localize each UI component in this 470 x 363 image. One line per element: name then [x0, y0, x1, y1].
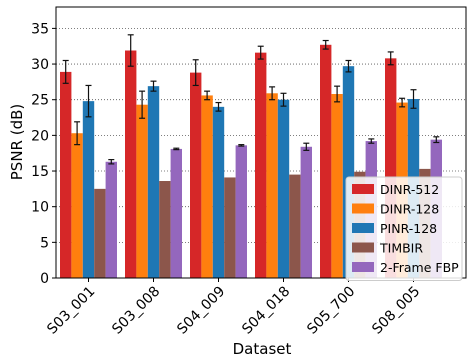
y-tick-label: 0: [40, 271, 49, 287]
bar-timbir-s04-018: [289, 174, 301, 278]
legend-swatch: [352, 203, 374, 214]
y-tick-label: 30: [31, 57, 49, 73]
bar-timbir-s04-009: [224, 177, 236, 278]
x-tick-label: S04_018: [239, 284, 293, 338]
x-axis-label: Dataset: [233, 340, 292, 358]
legend-label: PINR-128: [380, 221, 437, 236]
bar-dinr-128-s03-008: [136, 104, 148, 278]
bar-dinr-512-s03-001: [60, 71, 72, 278]
y-tick-label: 25: [31, 93, 49, 109]
legend-label: DINR-128: [380, 202, 439, 217]
bar-2-frame-fbp-s03-008: [170, 148, 182, 278]
bar-timbir-s03-008: [159, 181, 171, 278]
bar-pinr-128-s03-008: [147, 86, 160, 279]
x-tick-label: S04_009: [174, 284, 228, 338]
bar-dinr-128-s04-018: [266, 93, 278, 278]
y-axis-label: PSNR (dB): [8, 104, 26, 181]
y-tick-label: 20: [31, 128, 49, 144]
bar-timbir-s03-001: [94, 188, 106, 278]
legend-label: 2-Frame FBP: [380, 260, 459, 275]
bar-dinr-512-s03-008: [125, 50, 137, 279]
bar-dinr-512-s05-700: [320, 44, 332, 279]
x-axis: S03_001 S03_008 S04_009 S04_018 S05_700 S08_0…: [44, 278, 423, 338]
x-tick-label: S08_005: [369, 284, 423, 338]
y-axis: 0 5 10 15 20 25 30 35: [31, 21, 56, 287]
bar-dinr-128-s03-001: [71, 133, 83, 278]
bar-pinr-128-s05-700: [342, 66, 355, 278]
legend-label: TIMBIR: [379, 241, 423, 256]
legend-label: DINR-512: [380, 182, 439, 197]
y-tick-label: 5: [40, 235, 49, 251]
y-tick-label: 10: [31, 200, 49, 216]
bar-dinr-512-s08-005: [385, 58, 397, 279]
legend-box: [345, 176, 463, 281]
legend-swatch: [352, 262, 374, 272]
bar-2-frame-fbp-s03-001: [105, 161, 117, 278]
y-tick-label: 35: [31, 21, 49, 37]
legend-swatch: [352, 184, 374, 194]
bar-pinr-128-s04-018: [277, 99, 290, 278]
x-tick-label: S03_001: [44, 284, 98, 338]
error-bars: [62, 34, 440, 165]
x-tick-label: S03_008: [109, 284, 163, 338]
bar-dinr-512-s04-009: [190, 72, 202, 278]
bar-pinr-128-s03-001: [82, 101, 95, 278]
legend-swatch: [352, 242, 374, 253]
bar-dinr-128-s05-700: [331, 94, 343, 278]
bar-pinr-128-s04-009: [212, 106, 225, 278]
legend-swatch: [352, 223, 374, 233]
bar-dinr-128-s04-009: [201, 95, 213, 278]
bar-dinr-512-s04-018: [255, 52, 267, 278]
plot-frame: [55, 6, 467, 279]
y-tick-label: 15: [31, 164, 49, 180]
bar-2-frame-fbp-s04-009: [235, 145, 247, 278]
bar-2-frame-fbp-s04-018: [300, 146, 312, 278]
legend: DINR-512 DINR-128 PINR-128 TIMBIR 2-Frame FB…: [345, 176, 463, 281]
x-tick-label: S05_700: [304, 284, 358, 338]
